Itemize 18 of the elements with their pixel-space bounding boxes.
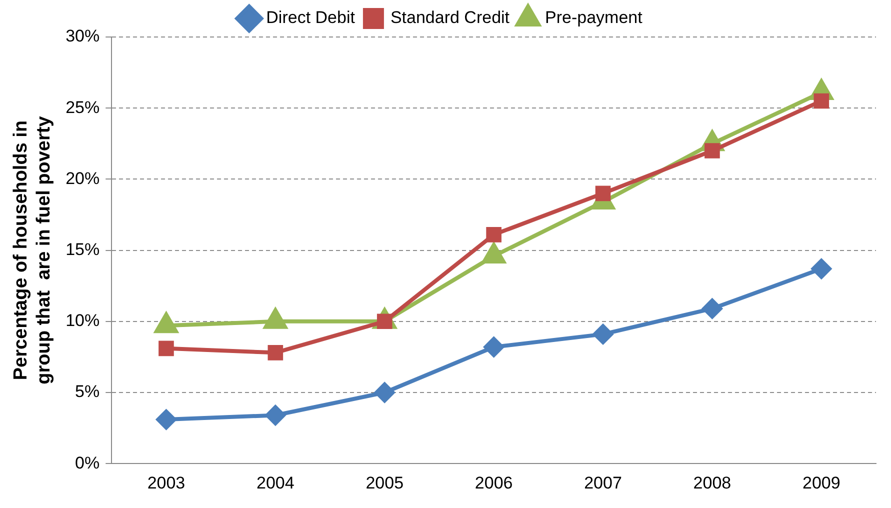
x-tick-label: 2006	[474, 473, 513, 492]
y-tick-label: 15%	[66, 240, 100, 259]
x-tick-label: 2008	[693, 473, 732, 492]
x-tick-label: 2007	[584, 473, 622, 492]
legend-label: Standard Credit	[390, 8, 510, 28]
y-axis-title: Percentage of households in group that are in fuel poverty	[10, 116, 54, 384]
x-tick-label: 2005	[366, 473, 404, 492]
legend-label: Direct Debit	[266, 8, 356, 28]
x-tick-label: 2004	[256, 473, 294, 492]
x-tick-label: 2003	[147, 473, 186, 492]
y-tick-label: 5%	[75, 382, 100, 402]
y-tick-label: 30%	[66, 26, 100, 46]
y-tick-label: 10%	[66, 311, 100, 330]
y-tick-label: 0%	[75, 453, 100, 472]
y-tick-label: 20%	[66, 168, 100, 188]
legend-label: Pre-payment	[545, 8, 643, 28]
x-tick-label: 2009	[802, 473, 840, 492]
y-tick-label: 25%	[66, 98, 100, 117]
